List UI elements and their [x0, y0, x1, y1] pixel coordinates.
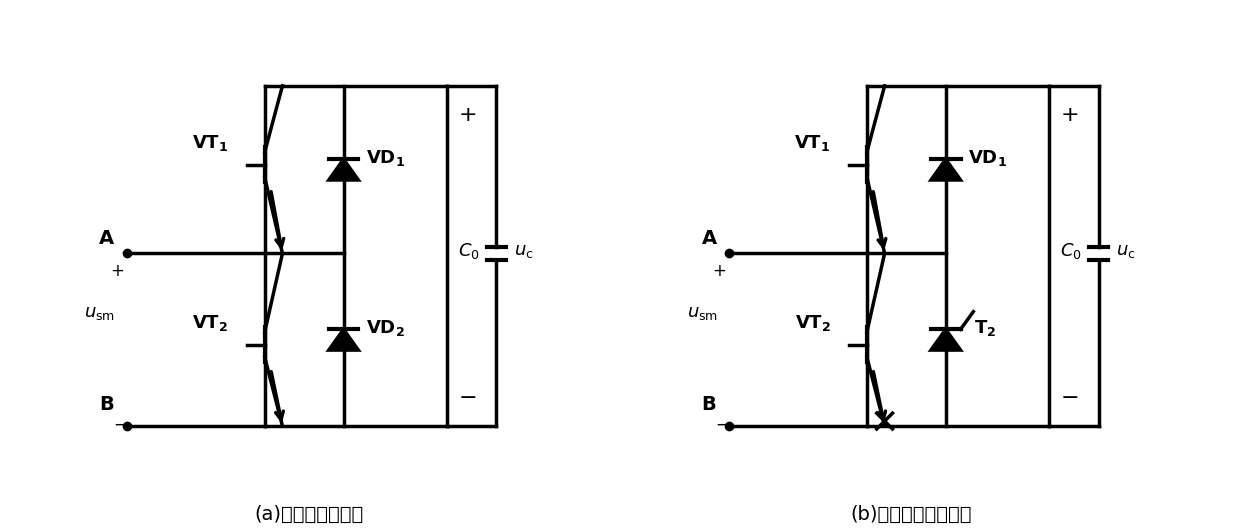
Text: $\mathit{C_0}$: $\mathit{C_0}$: [458, 241, 480, 261]
Text: $+$: $+$: [458, 105, 476, 126]
Text: $-$: $-$: [714, 415, 729, 433]
Text: $\mathbf{VD_2}$: $\mathbf{VD_2}$: [366, 318, 404, 338]
Text: $\mathit{u}_\mathrm{c}$: $\mathit{u}_\mathrm{c}$: [1116, 242, 1136, 260]
Polygon shape: [329, 329, 358, 350]
Text: $\mathbf{B}$: $\mathbf{B}$: [99, 395, 114, 414]
Text: $-$: $-$: [113, 415, 126, 433]
Text: (a)半桥子模块拓扑: (a)半桥子模块拓扑: [254, 505, 363, 524]
Text: $-$: $-$: [1060, 386, 1078, 407]
Text: $\mathbf{B}$: $\mathbf{B}$: [702, 395, 717, 414]
Text: $\mathit{C_0}$: $\mathit{C_0}$: [1060, 241, 1081, 261]
Text: $\mathit{u}_\mathrm{sm}$: $\mathit{u}_\mathrm{sm}$: [687, 304, 718, 322]
Text: $+$: $+$: [712, 262, 725, 280]
Polygon shape: [931, 329, 961, 350]
Text: $\mathbf{A}$: $\mathbf{A}$: [701, 229, 718, 248]
Text: $\mathbf{VT_1}$: $\mathbf{VT_1}$: [795, 133, 831, 153]
Text: $+$: $+$: [1060, 105, 1078, 126]
Text: $\mathbf{VT_1}$: $\mathbf{VT_1}$: [192, 133, 228, 153]
Text: $\mathbf{VT_2}$: $\mathbf{VT_2}$: [192, 313, 228, 333]
Polygon shape: [329, 160, 358, 180]
Text: $\mathbf{VD_1}$: $\mathbf{VD_1}$: [366, 148, 404, 168]
Text: $\mathbf{T_2}$: $\mathbf{T_2}$: [975, 318, 996, 338]
Text: $\mathit{u}_\mathrm{c}$: $\mathit{u}_\mathrm{c}$: [515, 242, 533, 260]
Text: $\mathbf{VD_1}$: $\mathbf{VD_1}$: [967, 148, 1007, 168]
Text: $\mathbf{VT_2}$: $\mathbf{VT_2}$: [795, 313, 831, 333]
Text: $+$: $+$: [109, 262, 124, 280]
Text: $\mathit{u}_\mathrm{sm}$: $\mathit{u}_\mathrm{sm}$: [84, 304, 115, 322]
Text: $\mathbf{A}$: $\mathbf{A}$: [98, 229, 115, 248]
Text: $-$: $-$: [458, 386, 476, 407]
Text: (b)改进型子模块拓扑: (b)改进型子模块拓扑: [851, 505, 972, 524]
Polygon shape: [931, 160, 961, 180]
